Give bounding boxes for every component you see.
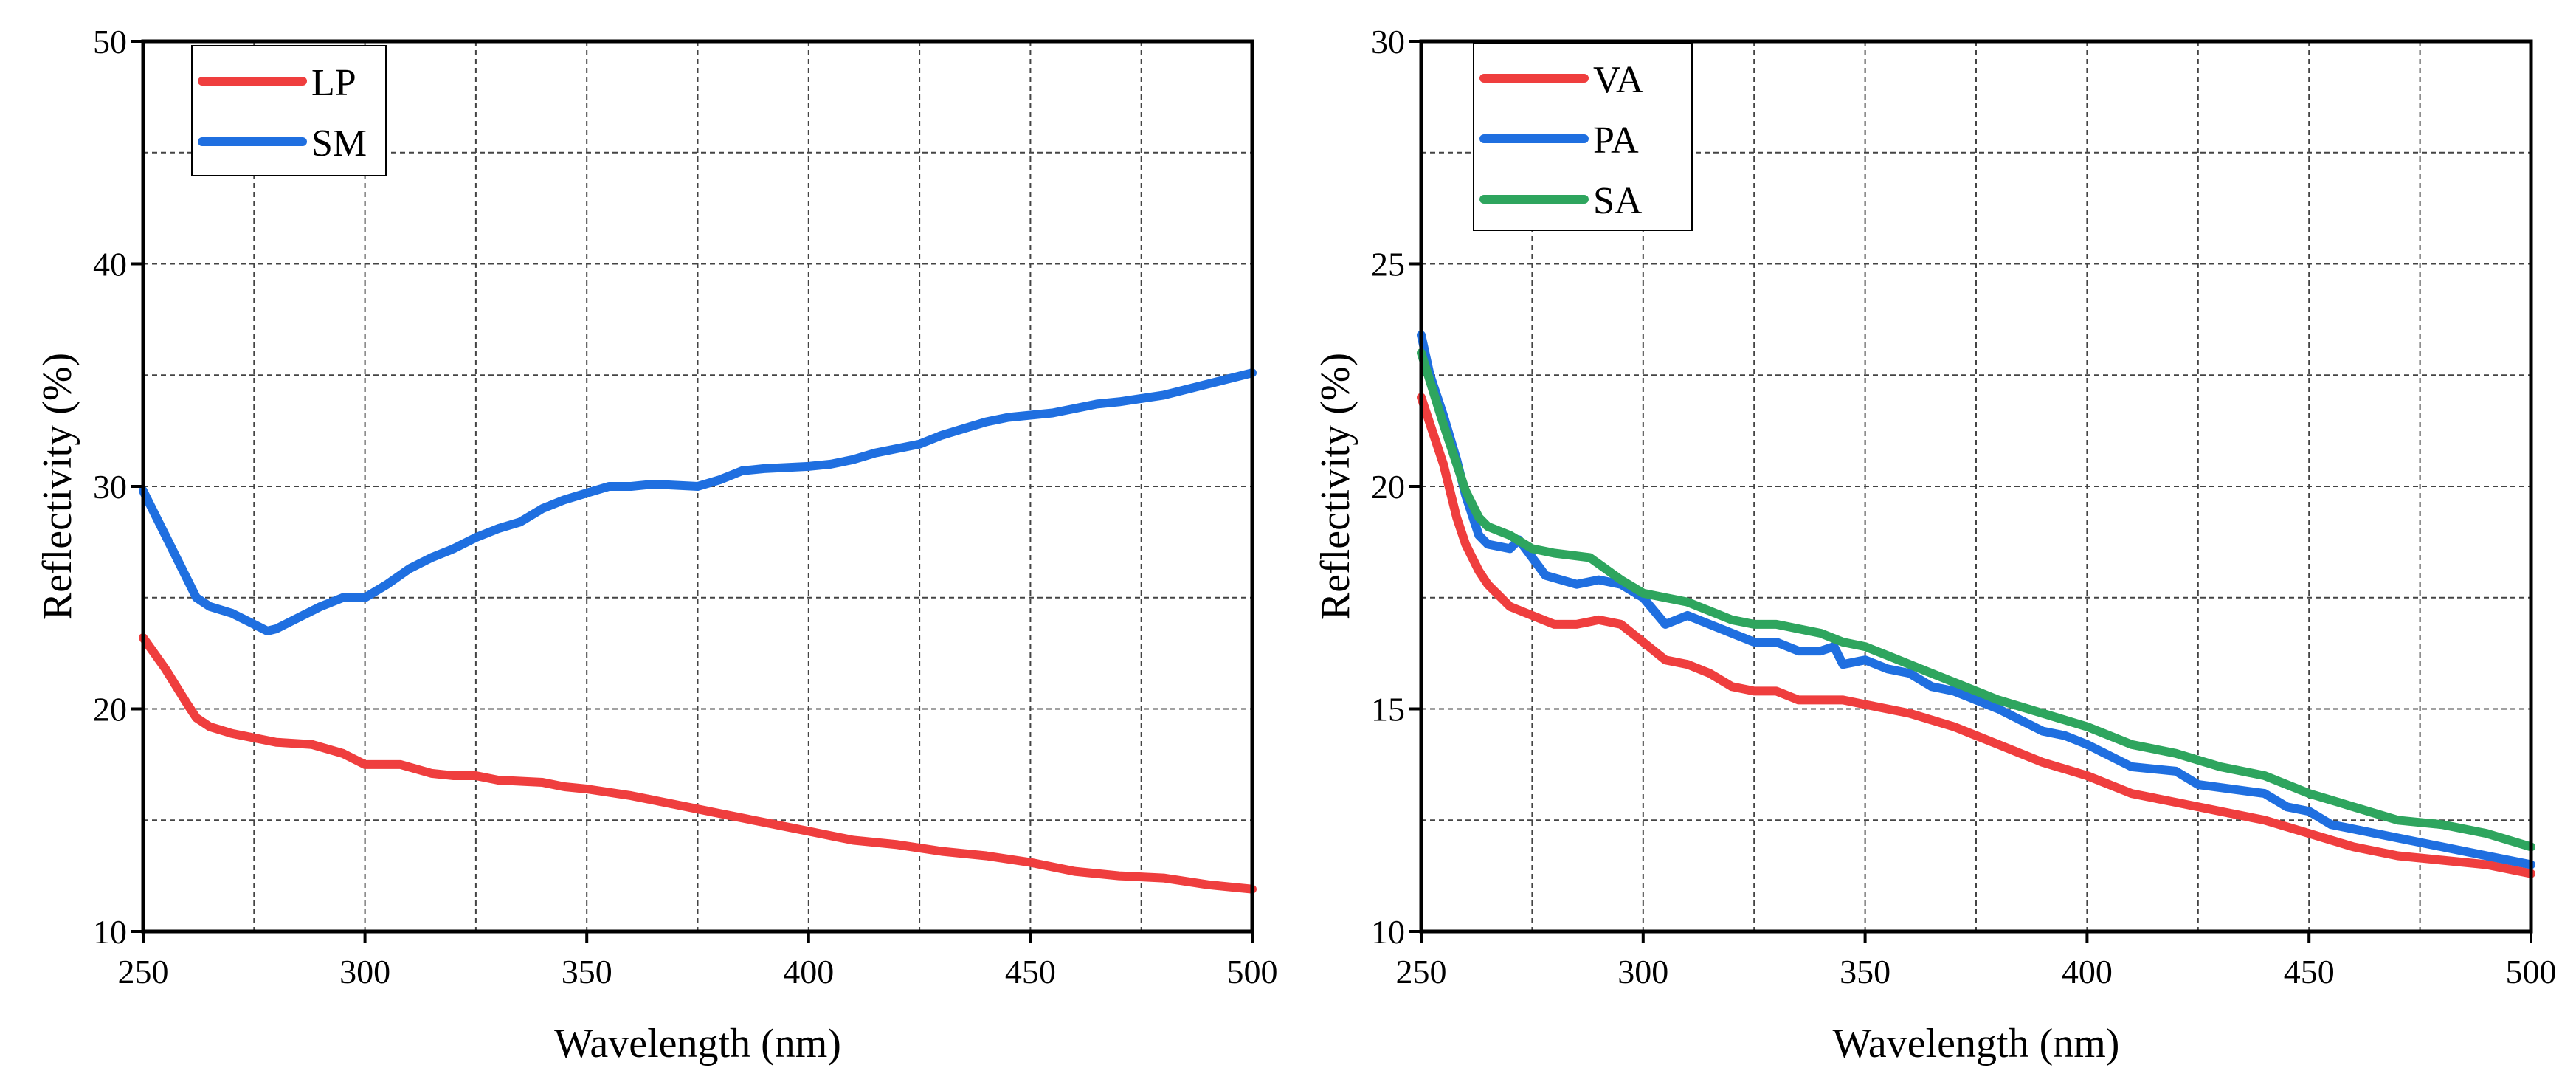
y-axis-title: Reflectivity (%) [1313, 353, 1358, 620]
y-tick-label: 40 [93, 246, 127, 283]
series-line-pa [1417, 331, 2535, 869]
y-tick-label: 20 [93, 691, 127, 728]
x-tick-label: 450 [2284, 953, 2335, 990]
right-chart-va-pa-sa: 250 300 350 400 450 500 10 15 20 25 30 Wavelength (… [1313, 23, 2557, 1067]
x-tick-label: 350 [1840, 953, 1890, 990]
series-line-sm [139, 368, 1257, 635]
legend-box [191, 45, 387, 176]
x-tick-label: 300 [1617, 953, 1668, 990]
x-tick-label: 450 [1005, 953, 1056, 990]
y-tick-label: 50 [93, 23, 127, 61]
legend-label-lp: LP [311, 62, 356, 104]
y-tick-label: 20 [1371, 468, 1405, 506]
x-tick-label: 250 [118, 953, 169, 990]
x-tick-label: 250 [1396, 953, 1447, 990]
x-tick-label: 300 [339, 953, 390, 990]
legend-label-pa: PA [1593, 120, 1639, 162]
left-chart-lp-sm: 250 300 350 400 450 500 10 20 30 40 50 Wavelength (… [35, 23, 1278, 1067]
legend: VA PA SA [1473, 42, 1693, 231]
x-axis-title: Wavelength (nm) [554, 1021, 841, 1067]
legend: LP SM [191, 45, 387, 176]
x-axis-title: Wavelength (nm) [1833, 1021, 2120, 1067]
y-tick-label: 30 [93, 468, 127, 506]
x-tick-label: 350 [562, 953, 612, 990]
x-tick-label: 500 [2506, 953, 2557, 990]
y-tick-label: 10 [1371, 913, 1405, 951]
y-tick-label: 10 [93, 913, 127, 951]
x-tick-label: 500 [1227, 953, 1278, 990]
y-tick-label: 15 [1371, 691, 1405, 728]
legend-label-sa: SA [1593, 180, 1643, 222]
x-tick-label: 400 [783, 953, 834, 990]
y-tick-label: 25 [1371, 246, 1405, 283]
y-axis-title: Reflectivity (%) [35, 353, 80, 620]
legend-label-va: VA [1593, 59, 1644, 101]
series-line-sa [1417, 348, 2535, 852]
x-tick-label: 400 [2062, 953, 2113, 990]
y-tick-label: 30 [1371, 23, 1405, 61]
series-line-lp [139, 633, 1257, 894]
series-line-va [1417, 393, 2535, 878]
legend-label-sm: SM [311, 123, 367, 165]
